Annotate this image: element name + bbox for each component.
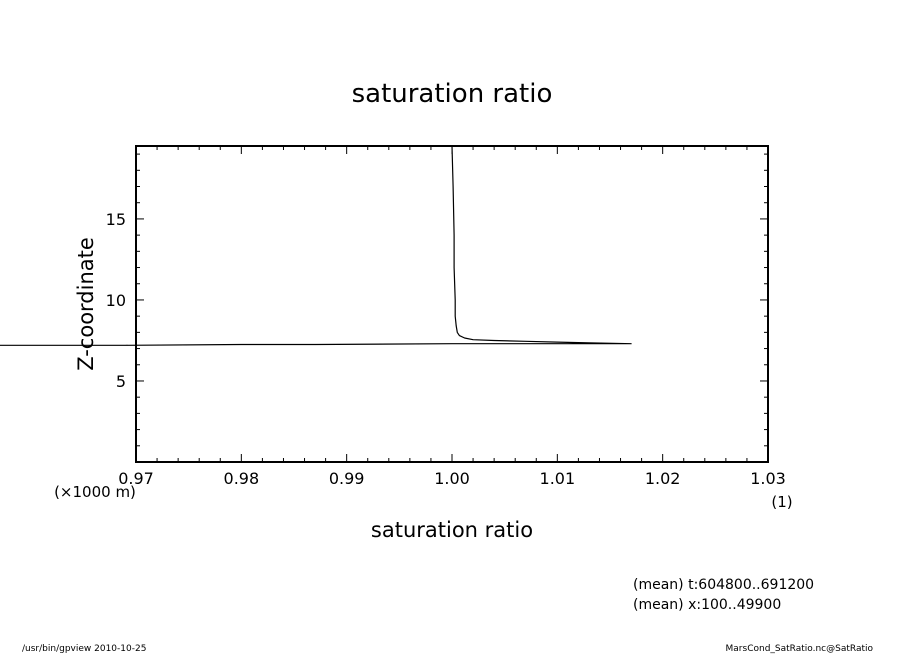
axis-ticks [135,146,769,462]
x-tick-label: 1.02 [645,469,681,488]
x-tick-labels: 0.97 0.98 0.99 1.00 1.01 1.02 1.03 [118,469,786,488]
series-lines [0,145,632,346]
x-tick-label: 1.00 [434,469,470,488]
x-axis-label: saturation ratio [371,518,533,542]
y-tick-labels: 5 10 15 [106,210,126,391]
series-line [0,145,632,346]
x-tick-label: 0.99 [329,469,365,488]
y-axis-label: Z-coordinate [74,237,98,371]
x-unit-label: (1) [771,493,792,511]
x-tick-label: 0.98 [224,469,260,488]
y-tick-label: 5 [116,372,126,391]
x-tick-label: 0.97 [118,469,154,488]
y-unit-label: (×1000 m) [54,483,136,501]
mean-t-annotation: (mean) t:604800..691200 [633,577,814,593]
y-tick-label: 10 [106,291,126,310]
footer-left: /usr/bin/gpview 2010-10-25 [22,644,146,654]
footer-right: MarsCond_SatRatio.nc@SatRatio [726,644,874,654]
y-tick-label: 15 [106,210,126,229]
x-tick-label: 1.03 [750,469,786,488]
chart-title: saturation ratio [352,79,553,109]
x-tick-label: 1.01 [540,469,576,488]
plot-frame [135,145,769,463]
mean-x-annotation: (mean) x:100..49900 [633,597,781,613]
